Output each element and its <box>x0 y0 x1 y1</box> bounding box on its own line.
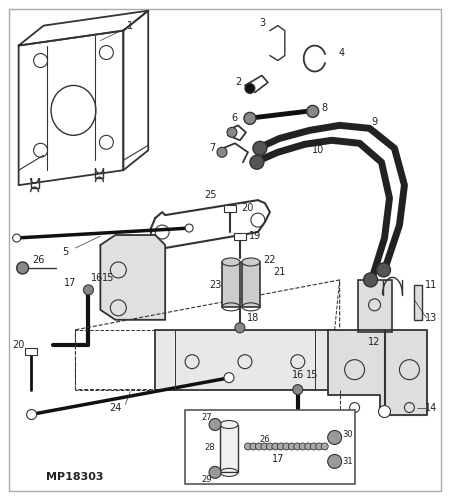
Bar <box>242 262 260 307</box>
Text: 10: 10 <box>311 146 324 156</box>
Text: 13: 13 <box>425 313 437 323</box>
Text: 19: 19 <box>249 231 261 241</box>
Circle shape <box>209 418 221 430</box>
Text: 31: 31 <box>342 457 353 466</box>
Circle shape <box>256 443 262 450</box>
Circle shape <box>83 285 94 295</box>
Text: 1: 1 <box>127 20 133 30</box>
Circle shape <box>328 454 342 468</box>
Bar <box>25 348 36 354</box>
Text: 18: 18 <box>247 313 259 323</box>
Text: 16: 16 <box>91 273 104 283</box>
Circle shape <box>17 262 29 274</box>
Circle shape <box>378 406 391 417</box>
Text: 20: 20 <box>242 203 254 213</box>
Circle shape <box>13 234 21 242</box>
Text: 26: 26 <box>260 435 270 444</box>
Text: 22: 22 <box>264 255 276 265</box>
Bar <box>414 285 423 320</box>
Circle shape <box>328 430 342 444</box>
Circle shape <box>244 443 252 450</box>
Text: MP18303: MP18303 <box>45 472 103 482</box>
Text: 4: 4 <box>338 48 345 58</box>
Circle shape <box>299 443 306 450</box>
Text: 17: 17 <box>272 454 284 464</box>
Circle shape <box>364 273 378 287</box>
Circle shape <box>310 443 317 450</box>
Circle shape <box>209 466 221 478</box>
Text: 27: 27 <box>202 413 212 422</box>
Text: 14: 14 <box>425 402 437 412</box>
Bar <box>185 410 355 484</box>
Ellipse shape <box>220 420 238 428</box>
Text: 3: 3 <box>259 18 265 28</box>
Circle shape <box>27 410 36 420</box>
Polygon shape <box>100 235 165 320</box>
Circle shape <box>244 112 256 124</box>
Circle shape <box>316 443 323 450</box>
Text: 21: 21 <box>274 267 286 277</box>
Text: 2: 2 <box>235 78 241 88</box>
Bar <box>222 262 240 307</box>
Text: 26: 26 <box>32 255 45 265</box>
Circle shape <box>185 224 193 232</box>
Ellipse shape <box>222 258 240 266</box>
Circle shape <box>305 443 312 450</box>
Circle shape <box>277 443 284 450</box>
Text: 12: 12 <box>369 336 381 346</box>
Text: 23: 23 <box>209 280 221 290</box>
Circle shape <box>245 84 255 94</box>
Text: 17: 17 <box>64 278 76 288</box>
Text: 16: 16 <box>292 370 304 380</box>
Text: 20: 20 <box>13 340 25 349</box>
Circle shape <box>288 443 295 450</box>
Bar <box>224 205 236 212</box>
Bar <box>234 233 246 240</box>
Text: 9: 9 <box>371 118 378 128</box>
Circle shape <box>266 443 273 450</box>
Text: 29: 29 <box>202 475 212 484</box>
Circle shape <box>227 128 237 138</box>
Circle shape <box>293 384 303 394</box>
Circle shape <box>250 443 257 450</box>
Circle shape <box>321 443 328 450</box>
Text: 5: 5 <box>63 247 68 257</box>
Text: 25: 25 <box>204 190 216 200</box>
Bar <box>358 280 392 332</box>
Text: 8: 8 <box>322 104 328 114</box>
Circle shape <box>261 443 268 450</box>
Circle shape <box>283 443 290 450</box>
Text: 7: 7 <box>209 144 215 154</box>
Circle shape <box>250 156 264 169</box>
Circle shape <box>224 372 234 382</box>
Circle shape <box>272 443 279 450</box>
Text: 15: 15 <box>102 273 115 283</box>
Circle shape <box>217 148 227 158</box>
Ellipse shape <box>242 258 260 266</box>
Circle shape <box>307 106 319 118</box>
Text: 28: 28 <box>205 443 216 452</box>
Text: 15: 15 <box>306 370 318 380</box>
Text: 24: 24 <box>109 402 122 412</box>
Bar <box>155 330 335 390</box>
Bar <box>220 424 238 472</box>
Text: 30: 30 <box>342 430 353 439</box>
Circle shape <box>253 142 267 156</box>
Circle shape <box>377 263 391 277</box>
Text: 6: 6 <box>231 114 237 124</box>
Polygon shape <box>328 330 427 414</box>
Text: 11: 11 <box>425 280 437 290</box>
Circle shape <box>235 323 245 333</box>
Circle shape <box>294 443 301 450</box>
